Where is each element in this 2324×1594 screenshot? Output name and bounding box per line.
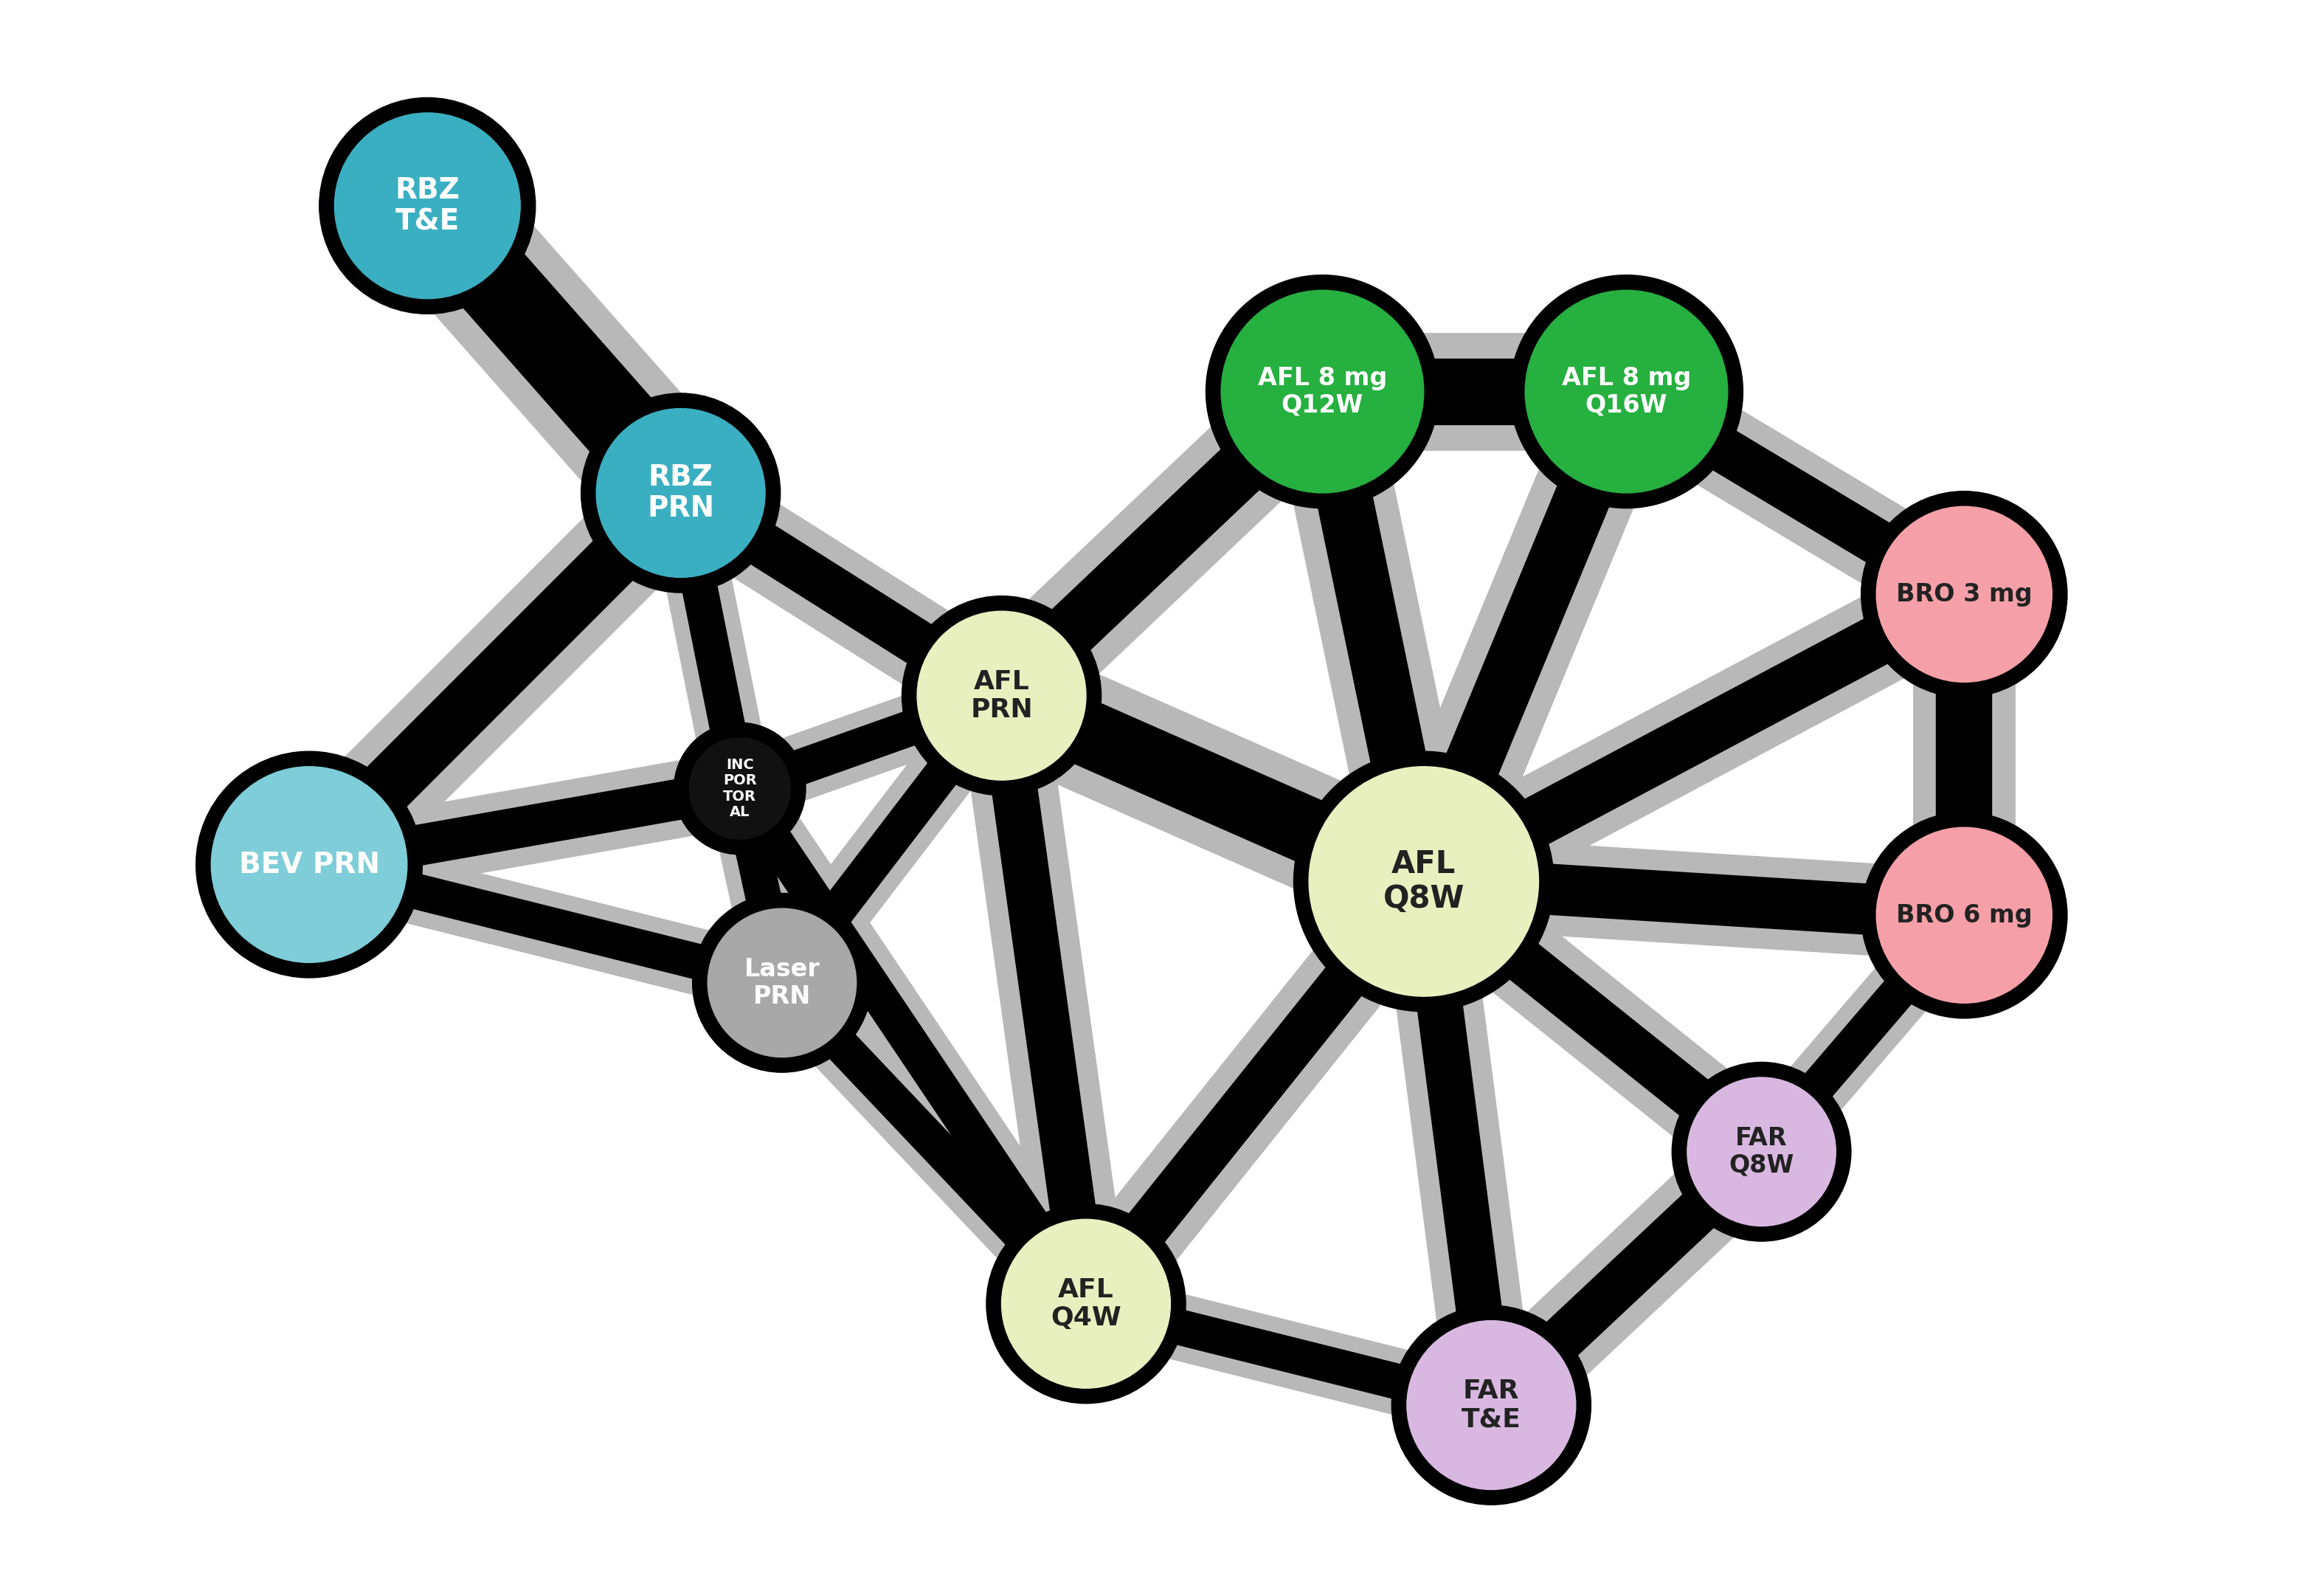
Text: BRO 3 mg: BRO 3 mg (1896, 582, 2031, 606)
Circle shape (709, 909, 855, 1057)
Circle shape (1875, 507, 2052, 682)
Circle shape (693, 893, 872, 1073)
Circle shape (211, 767, 407, 963)
Circle shape (690, 738, 790, 838)
Text: AFL
Q8W: AFL Q8W (1383, 848, 1464, 915)
Circle shape (1511, 276, 1743, 508)
Circle shape (335, 113, 521, 298)
Circle shape (918, 611, 1085, 779)
Circle shape (674, 722, 806, 854)
Text: FAR
T&E: FAR T&E (1462, 1379, 1522, 1431)
Text: AFL
PRN: AFL PRN (971, 669, 1032, 722)
Text: AFL 8 mg
Q16W: AFL 8 mg Q16W (1562, 365, 1692, 418)
Text: RBZ
PRN: RBZ PRN (646, 464, 713, 523)
Circle shape (1525, 290, 1727, 493)
Circle shape (1220, 290, 1425, 493)
Circle shape (195, 751, 423, 977)
Circle shape (597, 408, 765, 577)
Circle shape (1308, 767, 1538, 996)
Text: BEV PRN: BEV PRN (239, 851, 379, 878)
Text: FAR
Q8W: FAR Q8W (1729, 1125, 1794, 1178)
Circle shape (1862, 491, 2066, 697)
Circle shape (1406, 1321, 1576, 1489)
Circle shape (1294, 751, 1555, 1012)
Text: AFL 8 mg
Q12W: AFL 8 mg Q12W (1257, 365, 1387, 418)
Circle shape (318, 97, 535, 314)
Text: AFL
Q4W: AFL Q4W (1050, 1277, 1120, 1331)
Circle shape (1206, 276, 1439, 508)
Text: RBZ
T&E: RBZ T&E (395, 175, 460, 236)
Text: BRO 6 mg: BRO 6 mg (1896, 904, 2031, 928)
Circle shape (1392, 1305, 1592, 1505)
Text: INC
POR
TOR
AL: INC POR TOR AL (723, 759, 758, 819)
Circle shape (581, 394, 781, 593)
Circle shape (1875, 827, 2052, 1003)
Circle shape (1687, 1078, 1836, 1226)
Circle shape (985, 1203, 1185, 1403)
Text: Laser
PRN: Laser PRN (744, 956, 820, 1009)
Circle shape (1862, 813, 2066, 1019)
Circle shape (1671, 1062, 1850, 1242)
Circle shape (902, 596, 1102, 795)
Circle shape (1002, 1219, 1171, 1388)
